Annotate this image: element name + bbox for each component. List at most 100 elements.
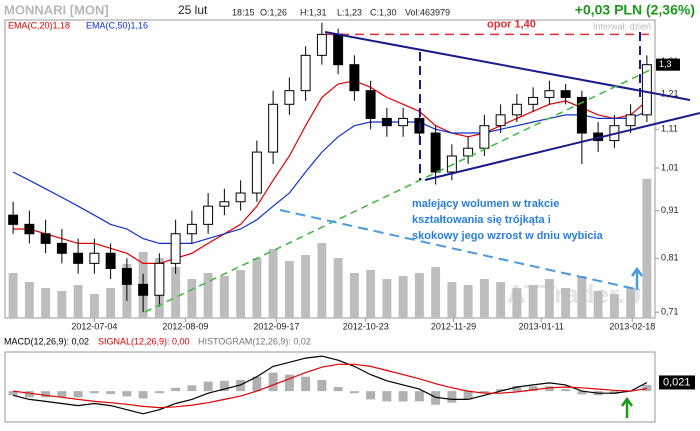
histogram-bar [512, 386, 522, 392]
candle-body [186, 223, 197, 235]
resistance-label: opor 1,40 [487, 18, 536, 30]
last-value-box [659, 375, 695, 390]
histogram-bar [24, 391, 34, 398]
x-tick-label: 2013-01-11 [519, 321, 564, 331]
candle-body [300, 54, 311, 92]
histogram-bar [122, 391, 132, 397]
candle-body [73, 252, 84, 264]
date: 25 lut [178, 3, 208, 17]
candle-body [446, 155, 457, 173]
volume-bar [609, 294, 619, 318]
legend-entry: EMA(C,50)1,16 [86, 20, 148, 30]
histogram-bar [268, 372, 278, 392]
volume-bar [414, 273, 424, 318]
candle-body [560, 90, 571, 98]
annotation: kształtowania się trójkąta i [412, 214, 551, 226]
volume-bar [73, 285, 83, 318]
histogram-bar [106, 391, 116, 395]
candle-body [89, 252, 100, 264]
histogram-bar [463, 391, 473, 400]
annotation: malejący wolumen w trakcie [412, 198, 559, 210]
volume-trend [279, 209, 641, 291]
histogram-bar [89, 391, 99, 394]
histogram-bar [301, 376, 311, 392]
candle-body [576, 96, 587, 134]
candle-body [544, 90, 555, 98]
volume-bar [544, 279, 554, 318]
legend-entry: EMA(C,20)1,18 [8, 20, 70, 30]
volume-bar [463, 285, 473, 318]
histogram-bar [398, 391, 408, 402]
histogram-bar [333, 387, 343, 392]
histogram-bar [73, 391, 83, 398]
marks: 0,710,810,911,011,111,211,312012-07-0420… [4, 18, 695, 415]
volume-bar [561, 288, 571, 318]
volume-bar [41, 288, 51, 318]
macd-arrow [620, 396, 634, 418]
x-tick-label: 2012-10-23 [343, 321, 389, 331]
histogram-bar [561, 389, 571, 392]
drawings [144, 31, 700, 418]
histogram-bar [544, 386, 554, 392]
volume-bar [398, 276, 408, 318]
histogram-bar [414, 391, 424, 402]
candle-body [430, 132, 441, 173]
candle-body [154, 262, 165, 296]
volume-bar [317, 243, 327, 318]
triangle-lower [424, 112, 700, 181]
volume-bar [382, 279, 392, 318]
histogram-bar [57, 391, 67, 398]
last-price-label: 1,3 [659, 59, 672, 69]
candle-body [284, 90, 295, 105]
macd-line [12, 355, 648, 415]
histogram-bar [252, 376, 262, 392]
candle-body [479, 125, 490, 149]
candle-body [365, 90, 376, 119]
triangle-upper [324, 31, 691, 101]
legend-entry: SIGNAL(12,26,9): 0,00 [98, 336, 190, 346]
volume-bar [187, 279, 197, 318]
volume-bar [24, 282, 34, 318]
candle-body [251, 151, 262, 194]
candle-body [219, 201, 230, 207]
candle-body [333, 33, 344, 66]
histogram-bar [284, 374, 294, 392]
candle-body [121, 268, 132, 285]
candle-body [40, 233, 51, 244]
candle-body [138, 283, 149, 296]
volume-bar [577, 276, 587, 318]
volume-bar [642, 178, 652, 318]
volume: Vol:463979 [405, 7, 450, 17]
volume-bar [284, 261, 294, 318]
price-frame [4, 19, 656, 319]
macd-line [13, 363, 647, 409]
candle-body [381, 117, 392, 127]
legend-entry: MACD(12,26,9): 0,02 [4, 336, 89, 346]
open: O:1,26 [260, 7, 287, 17]
x-tick-label: 2013-02-18 [609, 321, 655, 331]
annotation: skokowy jego wzrost w dniu wybicia [412, 230, 604, 242]
volume-bar [479, 279, 489, 318]
volume-bar [528, 285, 538, 318]
y-tick-label: 1,01 [661, 162, 679, 172]
histogram-bar [577, 391, 587, 395]
trend-support [144, 69, 651, 313]
candle-body [235, 192, 246, 203]
volume-bar [236, 270, 246, 318]
volume-bar [593, 291, 603, 318]
y-tick-label: 0,81 [661, 253, 679, 263]
histogram-bar [496, 389, 506, 392]
volume-arrow [630, 266, 644, 290]
candle-body [641, 64, 652, 116]
volume-bar [447, 282, 457, 318]
interval: Interwał: dzień [593, 21, 651, 31]
candle-body [349, 64, 360, 92]
volume-bar [366, 270, 376, 318]
histogram-bar [187, 385, 197, 392]
high: H:1,31 [300, 7, 327, 17]
histogram-bar [447, 391, 457, 403]
candle-body [398, 117, 409, 127]
histogram-bar [366, 391, 376, 400]
volume-bar [89, 294, 99, 318]
x-tick-label: 2012-09-17 [253, 321, 299, 331]
